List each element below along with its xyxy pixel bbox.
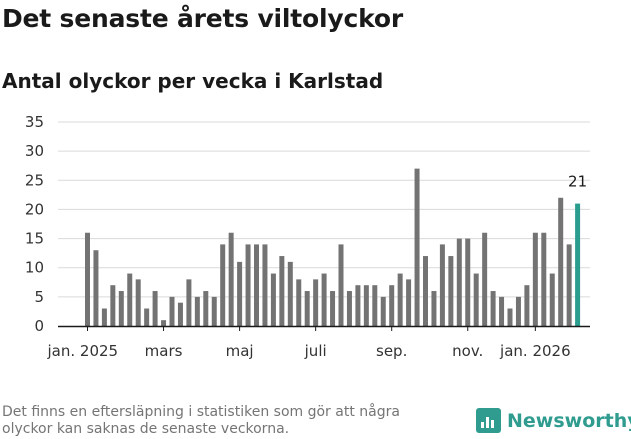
x-tick-label: juli [304, 342, 327, 360]
bar [287, 261, 293, 326]
bar [515, 296, 521, 326]
bar [152, 291, 158, 326]
bar [389, 285, 395, 326]
y-tick-label: 35 [25, 113, 44, 131]
bar [296, 279, 302, 326]
bar [473, 273, 479, 326]
bar-chart: 0 5 10 15 20 25 30 35 jan. 2025 mars maj juli sep. n… [25, 113, 590, 360]
bar [355, 285, 361, 326]
bar [245, 244, 251, 326]
bar [397, 273, 403, 326]
bar [423, 256, 428, 326]
bar [313, 279, 319, 326]
bar [566, 244, 572, 326]
y-tick-label: 15 [25, 230, 44, 248]
x-tick-label: maj [226, 342, 254, 360]
bar [279, 256, 285, 326]
x-tick-label: sep. [376, 342, 407, 360]
y-tick-label: 20 [25, 200, 44, 218]
bar [144, 308, 150, 326]
x-tick-label: mars [145, 342, 183, 360]
bar [85, 232, 90, 326]
bar [228, 232, 234, 326]
x-tick-label: jan. 2026 [499, 342, 571, 360]
bar [237, 261, 243, 326]
bar [439, 244, 445, 326]
bar [161, 320, 167, 326]
bar [169, 296, 175, 326]
y-tick-label: 30 [25, 142, 44, 160]
bar [203, 291, 209, 326]
bar [541, 232, 547, 326]
bar [346, 291, 352, 326]
bar [135, 279, 141, 326]
bar [304, 291, 310, 326]
bar [338, 244, 344, 326]
bar [254, 244, 259, 326]
bar [380, 296, 386, 326]
bar [482, 232, 488, 326]
bar [110, 285, 116, 326]
x-tick-label: nov. [452, 342, 483, 360]
y-tick-label: 10 [25, 259, 44, 277]
bar [211, 296, 217, 326]
bar [194, 296, 200, 326]
bar [270, 273, 276, 326]
data-labels: 21 [568, 173, 587, 191]
grid-lines [58, 121, 590, 298]
chart-subtitle: Antal olyckor per vecka i Karlstad [2, 69, 384, 93]
bar [406, 279, 412, 326]
bar [330, 291, 336, 326]
bar [431, 291, 437, 326]
y-tick-label: 25 [25, 171, 44, 189]
bar [456, 238, 462, 326]
bar [262, 244, 268, 326]
y-tick-label: 5 [34, 288, 44, 306]
bar [220, 244, 226, 326]
bar [499, 296, 505, 326]
bar [186, 279, 192, 326]
bar [127, 273, 133, 326]
bar-highlight [575, 203, 581, 326]
bar [490, 291, 496, 326]
x-axis: jan. 2025 mars maj juli sep. nov. jan. 2026 [47, 325, 590, 360]
bar [363, 285, 369, 326]
chart-title: Det senaste årets viltolyckor [2, 4, 403, 33]
brand-name: Newsworthy [507, 409, 631, 432]
bars [85, 168, 581, 326]
bar [448, 256, 454, 326]
bar [549, 273, 555, 326]
x-tick-label: jan. 2025 [47, 342, 119, 360]
bar [177, 302, 183, 326]
bar [465, 238, 471, 326]
brand-logo[interactable]: Newsworthy [476, 408, 631, 433]
bar [321, 273, 327, 326]
bar [414, 168, 420, 326]
footnote: Det finns en eftersläpning i statistiken… [2, 404, 400, 437]
bar [118, 291, 124, 326]
bar [372, 285, 378, 326]
bar [558, 197, 564, 326]
bar [93, 250, 99, 326]
y-tick-label: 0 [34, 317, 44, 335]
highlight-value-label: 21 [568, 173, 587, 191]
y-axis-ticks: 0 5 10 15 20 25 30 35 [25, 113, 44, 335]
bar [524, 285, 530, 326]
bar [101, 308, 107, 326]
bar [532, 232, 538, 326]
bar-chart-icon [476, 408, 501, 433]
bar [507, 308, 513, 326]
